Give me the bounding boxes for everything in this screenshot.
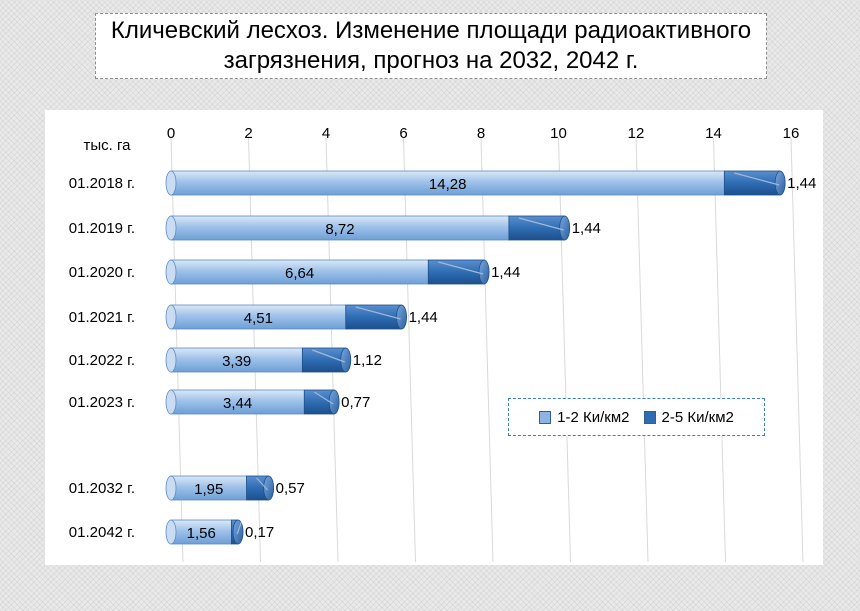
data-label-series-2: 0,57 (276, 480, 305, 497)
unit-label: тыс. га (84, 137, 132, 154)
data-label-series-1: 14,28 (429, 176, 467, 193)
chart-title-line-1: Кличевский лесхоз. Изменение площади рад… (110, 17, 752, 44)
category-label: 01.2021 г. (69, 309, 135, 326)
legend-label-series-1: 1-2 Ки/км2 (557, 408, 630, 426)
x-tick-label: 16 (783, 125, 800, 142)
x-tick-label: 6 (399, 125, 407, 142)
legend-label-series-2: 2-5 Ки/км2 (661, 408, 734, 426)
gridline (480, 137, 494, 563)
x-tick-label: 2 (244, 125, 252, 142)
chart-title: Кличевский лесхоз. Изменение площади рад… (95, 13, 767, 79)
x-tick-label: 10 (550, 125, 567, 142)
x-tick-label: 8 (477, 125, 485, 142)
bar-segment-1-2 (170, 519, 232, 545)
x-tick-label: 14 (705, 125, 722, 142)
legend: 1-2 Ки/км2 2-5 Ки/км2 (508, 398, 765, 436)
gridline (790, 137, 804, 563)
bar-cap-end (263, 475, 275, 501)
data-label-series-1: 3,39 (222, 353, 251, 370)
bar-cap-start (165, 259, 177, 285)
bar-cap-end (340, 347, 352, 373)
category-label: 01.2042 г. (69, 524, 135, 541)
label-leader-line (256, 477, 269, 491)
legend-item-series-2: 2-5 Ки/км2 (643, 408, 734, 426)
gridline (635, 137, 649, 563)
label-leader-line (438, 261, 484, 275)
category-label: 01.2023 г. (69, 394, 135, 411)
category-label: 01.2019 г. (69, 220, 135, 237)
bar-cap-start (165, 519, 177, 545)
bar-cap-end (774, 170, 786, 196)
bar-cap-start (165, 347, 177, 373)
bar-cap-start (165, 215, 177, 241)
bar-cap-start (165, 389, 177, 415)
legend-swatch-series-1 (539, 410, 552, 424)
plot-area: тыс. га 0 2 4 6 8 10 12 14 16 01.2018 г. 01.2019 г.… (45, 110, 823, 565)
gridline (713, 137, 726, 563)
bar-segment-1-2 (170, 170, 725, 196)
data-label-series-1: 8,72 (325, 221, 354, 238)
category-label: 01.2022 г. (69, 352, 135, 369)
bar-cap-start (165, 304, 177, 330)
bar-cap-end (396, 304, 407, 330)
x-tick-label: 0 (167, 125, 175, 142)
legend-item-series-1: 1-2 Ки/км2 (539, 408, 630, 426)
data-label-series-2: 1,12 (353, 352, 382, 369)
legend-swatch-series-2 (643, 410, 656, 424)
category-label: 01.2020 г. (69, 264, 135, 281)
data-label-series-2: 1,44 (787, 175, 816, 192)
label-leader-line (312, 349, 345, 363)
label-leader-line (236, 521, 243, 535)
bar-chart: тыс. га 0 2 4 6 8 10 12 14 16 01.2018 г. 01.2019 г.… (69, 125, 816, 563)
x-tick-label: 12 (628, 125, 645, 142)
data-label-series-1: 1,56 (187, 525, 216, 542)
label-leader-line (518, 217, 564, 231)
bar-cap-end (478, 259, 490, 285)
bar-segment-1-2 (170, 389, 305, 415)
data-label-series-2: 1,44 (572, 220, 601, 237)
x-tick-label: 4 (322, 125, 330, 142)
bar-segment-1-2 (170, 259, 429, 285)
data-label-series-1: 1,95 (194, 481, 223, 498)
label-leader-line (355, 306, 401, 320)
bar-segment-1-2 (170, 475, 247, 501)
bar-cap-end (559, 215, 571, 241)
data-label-series-2: 0,77 (341, 394, 370, 411)
category-label: 01.2018 г. (69, 175, 135, 192)
bar-cap-start (165, 170, 177, 196)
label-leader-line (313, 391, 334, 405)
data-label-series-2: 1,44 (409, 309, 438, 326)
chart-title-line-2: загрязнения, прогноз на 2032, 2042 г. (223, 47, 639, 74)
label-leader-line (734, 172, 780, 186)
data-label-series-1: 6,64 (285, 265, 314, 282)
data-label-series-1: 4,51 (244, 310, 273, 327)
bar-segment-1-2 (170, 215, 510, 241)
gridline (558, 137, 571, 563)
data-label-series-1: 3,44 (223, 395, 252, 412)
gridline (403, 137, 416, 563)
data-label-series-2: 0,17 (245, 524, 274, 541)
data-label-series-2: 1,44 (491, 264, 520, 281)
category-label: 01.2032 г. (69, 480, 135, 497)
bar-cap-start (165, 475, 177, 501)
